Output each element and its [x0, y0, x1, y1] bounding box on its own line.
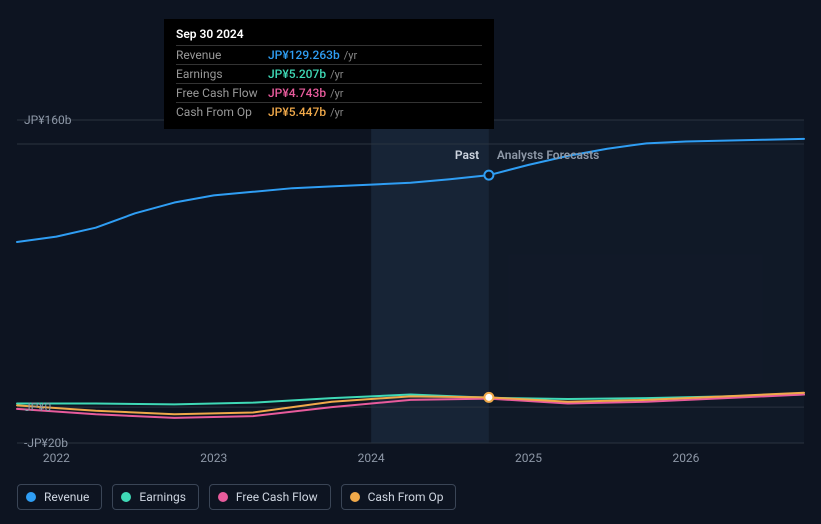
tooltip-row-label: Free Cash Flow	[176, 86, 268, 100]
x-axis-label: 2023	[200, 451, 227, 465]
tooltip-row: EarningsJP¥5.207b/yr	[176, 64, 482, 83]
legend-label: Revenue	[44, 490, 89, 504]
y-axis-label: JP¥0	[24, 400, 51, 414]
legend-swatch	[218, 492, 228, 502]
tooltip-row-suffix: /yr	[330, 87, 343, 100]
legend: Revenue Earnings Free Cash Flow Cash From O…	[17, 484, 456, 510]
region-label-past: Past	[455, 148, 479, 162]
tooltip-row: RevenueJP¥129.263b/yr	[176, 45, 482, 64]
tooltip-date: Sep 30 2024	[176, 27, 482, 41]
legend-swatch	[26, 492, 36, 502]
tooltip-row-suffix: /yr	[330, 106, 343, 119]
chart-tooltip: Sep 30 2024 RevenueJP¥129.263b/yrEarning…	[164, 19, 494, 129]
x-axis-label: 2022	[43, 451, 70, 465]
y-axis-label: -JP¥20b	[24, 436, 68, 450]
tooltip-row-suffix: /yr	[330, 68, 343, 81]
tooltip-row-label: Earnings	[176, 67, 268, 81]
tooltip-row-label: Cash From Op	[176, 105, 268, 119]
legend-item-revenue[interactable]: Revenue	[17, 484, 102, 510]
x-axis-label: 2024	[358, 451, 385, 465]
region-label-forecast: Analysts Forecasts	[497, 148, 599, 162]
tooltip-row-value: JP¥5.207b	[268, 67, 326, 81]
tooltip-row: Free Cash FlowJP¥4.743b/yr	[176, 83, 482, 102]
chart-container: Sep 30 2024 RevenueJP¥129.263b/yrEarning…	[0, 0, 821, 524]
tooltip-row-value: JP¥5.447b	[268, 105, 326, 119]
legend-item-cash-from-op[interactable]: Cash From Op	[341, 484, 457, 510]
x-axis-label: 2025	[515, 451, 542, 465]
legend-label: Free Cash Flow	[236, 490, 318, 504]
tooltip-row-value: JP¥129.263b	[268, 48, 340, 62]
legend-label: Cash From Op	[368, 490, 444, 504]
legend-swatch	[121, 492, 131, 502]
x-axis-label: 2026	[672, 451, 699, 465]
tooltip-row: Cash From OpJP¥5.447b/yr	[176, 102, 482, 121]
tooltip-row-suffix: /yr	[344, 49, 357, 62]
legend-swatch	[350, 492, 360, 502]
y-axis-label: JP¥160b	[24, 113, 71, 127]
legend-item-earnings[interactable]: Earnings	[112, 484, 199, 510]
legend-label: Earnings	[139, 490, 186, 504]
tooltip-row-label: Revenue	[176, 48, 268, 62]
legend-item-free-cash-flow[interactable]: Free Cash Flow	[209, 484, 331, 510]
tooltip-row-value: JP¥4.743b	[268, 86, 326, 100]
